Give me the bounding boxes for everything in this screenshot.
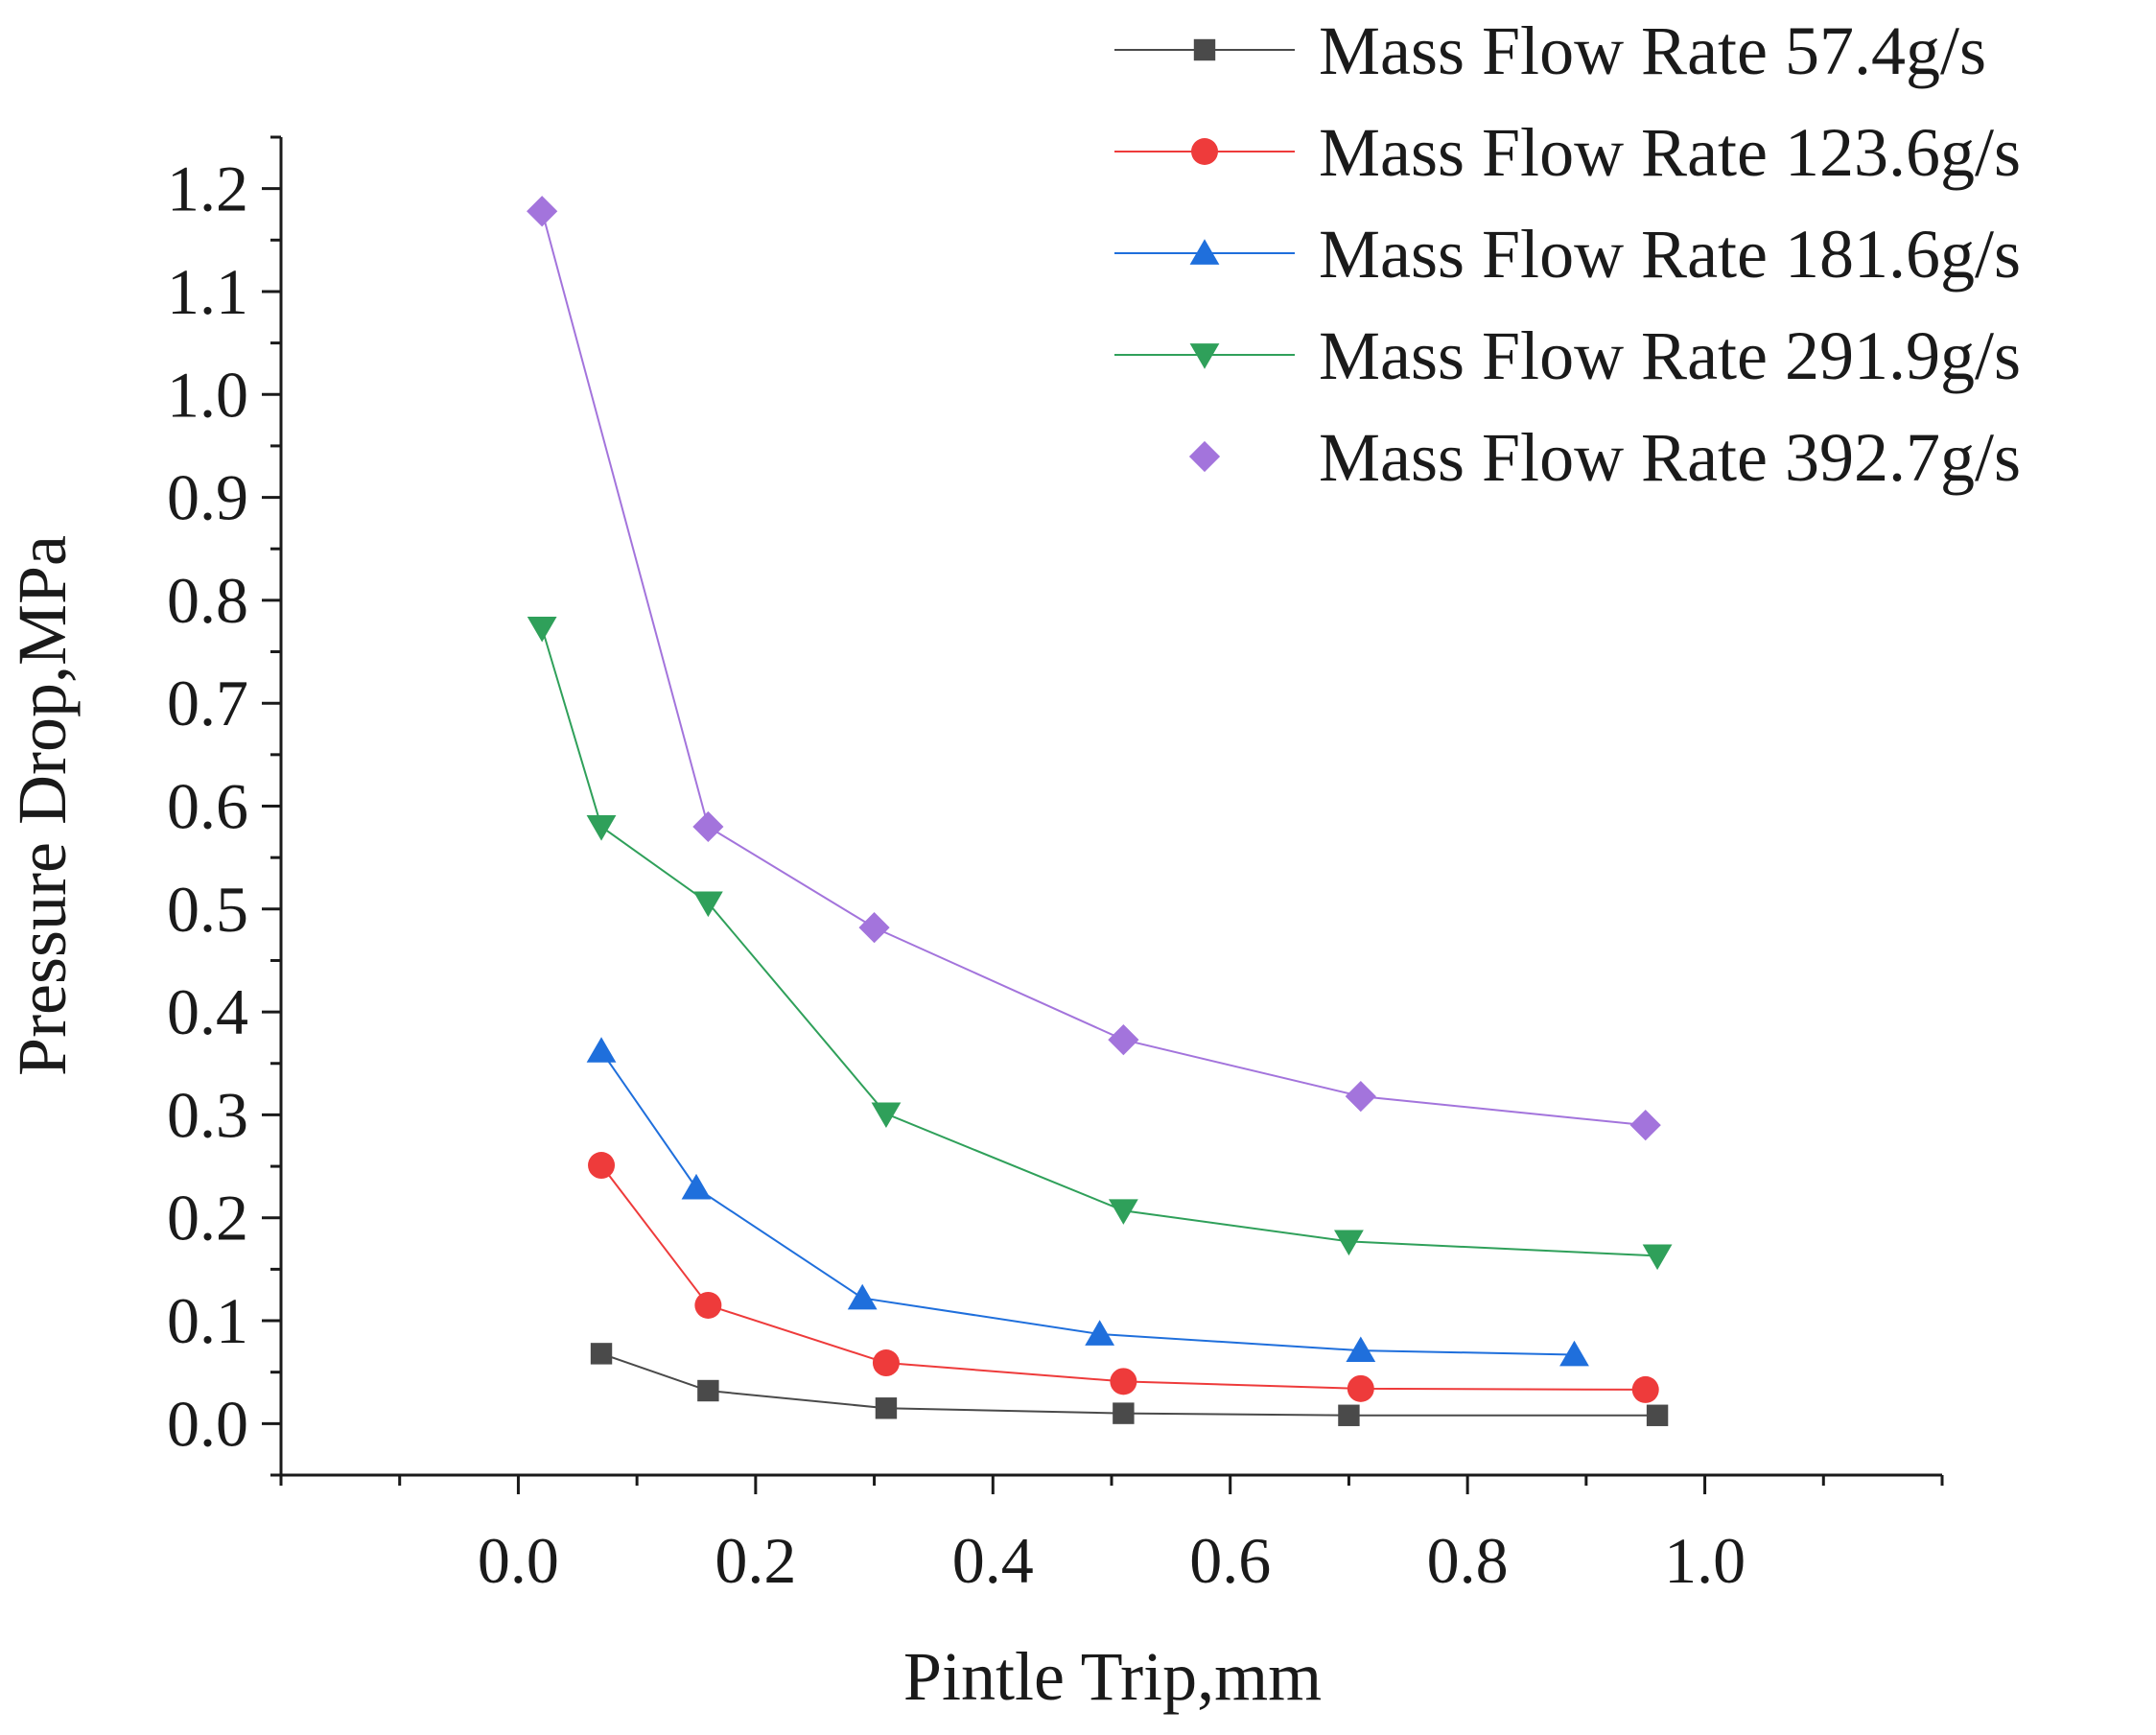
y-tick-label: 0.9 xyxy=(167,461,248,534)
y-tick-label: 0.1 xyxy=(167,1284,248,1357)
y-tick-label: 0.7 xyxy=(167,667,248,739)
y-tick-label: 0.6 xyxy=(167,770,248,843)
series-line xyxy=(541,211,1646,1127)
y-tick-label: 0.8 xyxy=(167,564,248,637)
legend-marker xyxy=(1189,343,1220,369)
legend-label: Mass Flow Rate 291.9g/s xyxy=(1319,317,2021,394)
y-tick-label: 0.4 xyxy=(167,975,248,1048)
data-point xyxy=(681,1173,712,1200)
y-ticks: 0.0 0.1 0.2 0.3 0.4 0.5 0.6 0.7 0.8 0.9 1.0 1.1 1.2 xyxy=(167,135,281,1477)
series-2 xyxy=(588,1152,1659,1403)
legend-marker xyxy=(1188,440,1221,473)
legend: Mass Flow Rate 57.4g/s Mass Flow Rate 123… xyxy=(1114,12,2021,496)
legend-item: Mass Flow Rate 291.9g/s xyxy=(1114,317,2021,394)
x-tick-label: 0.0 xyxy=(478,1524,559,1597)
data-point xyxy=(1085,1320,1115,1346)
data-point xyxy=(1345,1081,1376,1113)
legend-label: Mass Flow Rate 57.4g/s xyxy=(1319,12,1986,89)
series-line xyxy=(600,1164,1646,1391)
data-point xyxy=(871,1102,902,1129)
legend-item: Mass Flow Rate 123.6g/s xyxy=(1114,114,2021,191)
data-point xyxy=(527,196,558,227)
y-tick-label: 0.3 xyxy=(167,1078,248,1151)
data-point xyxy=(1346,1336,1376,1363)
x-ticks: 0.0 0.2 0.4 0.6 0.8 1.0 xyxy=(279,1475,1944,1597)
series-3 xyxy=(586,1037,1589,1367)
series-line xyxy=(541,627,1658,1257)
x-tick-label: 0.4 xyxy=(952,1524,1034,1597)
data-point xyxy=(875,1397,898,1419)
data-point xyxy=(588,1152,616,1180)
series-5 xyxy=(527,196,1661,1141)
legend-label: Mass Flow Rate 392.7g/s xyxy=(1319,419,2021,496)
legend-marker xyxy=(1189,239,1220,265)
data-point xyxy=(1631,1375,1659,1403)
series-4 xyxy=(527,616,1673,1271)
data-point xyxy=(694,1291,722,1319)
y-tick-label: 1.0 xyxy=(167,358,248,431)
data-point xyxy=(1646,1404,1669,1426)
x-tick-label: 0.2 xyxy=(715,1524,796,1597)
legend-marker xyxy=(1193,38,1216,61)
y-tick-label: 0.5 xyxy=(167,873,248,946)
legend-label: Mass Flow Rate 123.6g/s xyxy=(1319,114,2021,191)
data-point xyxy=(586,1037,617,1063)
data-point xyxy=(1559,1340,1589,1367)
y-tick-label: 0.0 xyxy=(167,1387,248,1460)
data-point xyxy=(692,891,723,918)
data-point xyxy=(692,810,724,843)
legend-item: Mass Flow Rate 181.6g/s xyxy=(1114,216,2021,293)
series-line xyxy=(600,1050,1575,1356)
y-tick-label: 1.1 xyxy=(167,255,248,328)
data-point xyxy=(858,912,890,944)
legend-item: Mass Flow Rate 57.4g/s xyxy=(1114,12,1986,89)
data-point xyxy=(872,1349,900,1377)
y-tick-label: 1.2 xyxy=(167,152,248,225)
data-point xyxy=(1113,1402,1135,1424)
series-line xyxy=(600,1352,1658,1417)
data-point xyxy=(1110,1368,1137,1395)
x-tick-label: 0.8 xyxy=(1427,1524,1509,1597)
legend-item: Mass Flow Rate 392.7g/s xyxy=(1188,419,2021,496)
series-layer xyxy=(527,196,1673,1426)
data-point xyxy=(1108,1199,1138,1225)
data-point xyxy=(527,616,557,643)
legend-marker xyxy=(1191,138,1218,165)
data-point xyxy=(1108,1023,1139,1056)
data-point xyxy=(1629,1110,1661,1141)
x-axis-title: Pintle Trip,mm xyxy=(903,1638,1322,1715)
data-point xyxy=(1347,1374,1374,1402)
data-point xyxy=(1338,1404,1360,1426)
x-tick-label: 1.0 xyxy=(1664,1524,1746,1597)
data-point xyxy=(590,1343,613,1365)
series-1 xyxy=(590,1343,1669,1426)
data-point xyxy=(586,815,617,841)
data-point xyxy=(697,1379,719,1402)
x-tick-label: 0.6 xyxy=(1189,1524,1271,1597)
data-point xyxy=(1334,1230,1364,1256)
y-axis-title: Pressure Drop,MPa xyxy=(4,535,81,1076)
data-point xyxy=(1642,1244,1673,1271)
y-tick-label: 0.2 xyxy=(167,1182,248,1254)
data-point xyxy=(847,1283,878,1310)
legend-label: Mass Flow Rate 181.6g/s xyxy=(1319,216,2021,293)
